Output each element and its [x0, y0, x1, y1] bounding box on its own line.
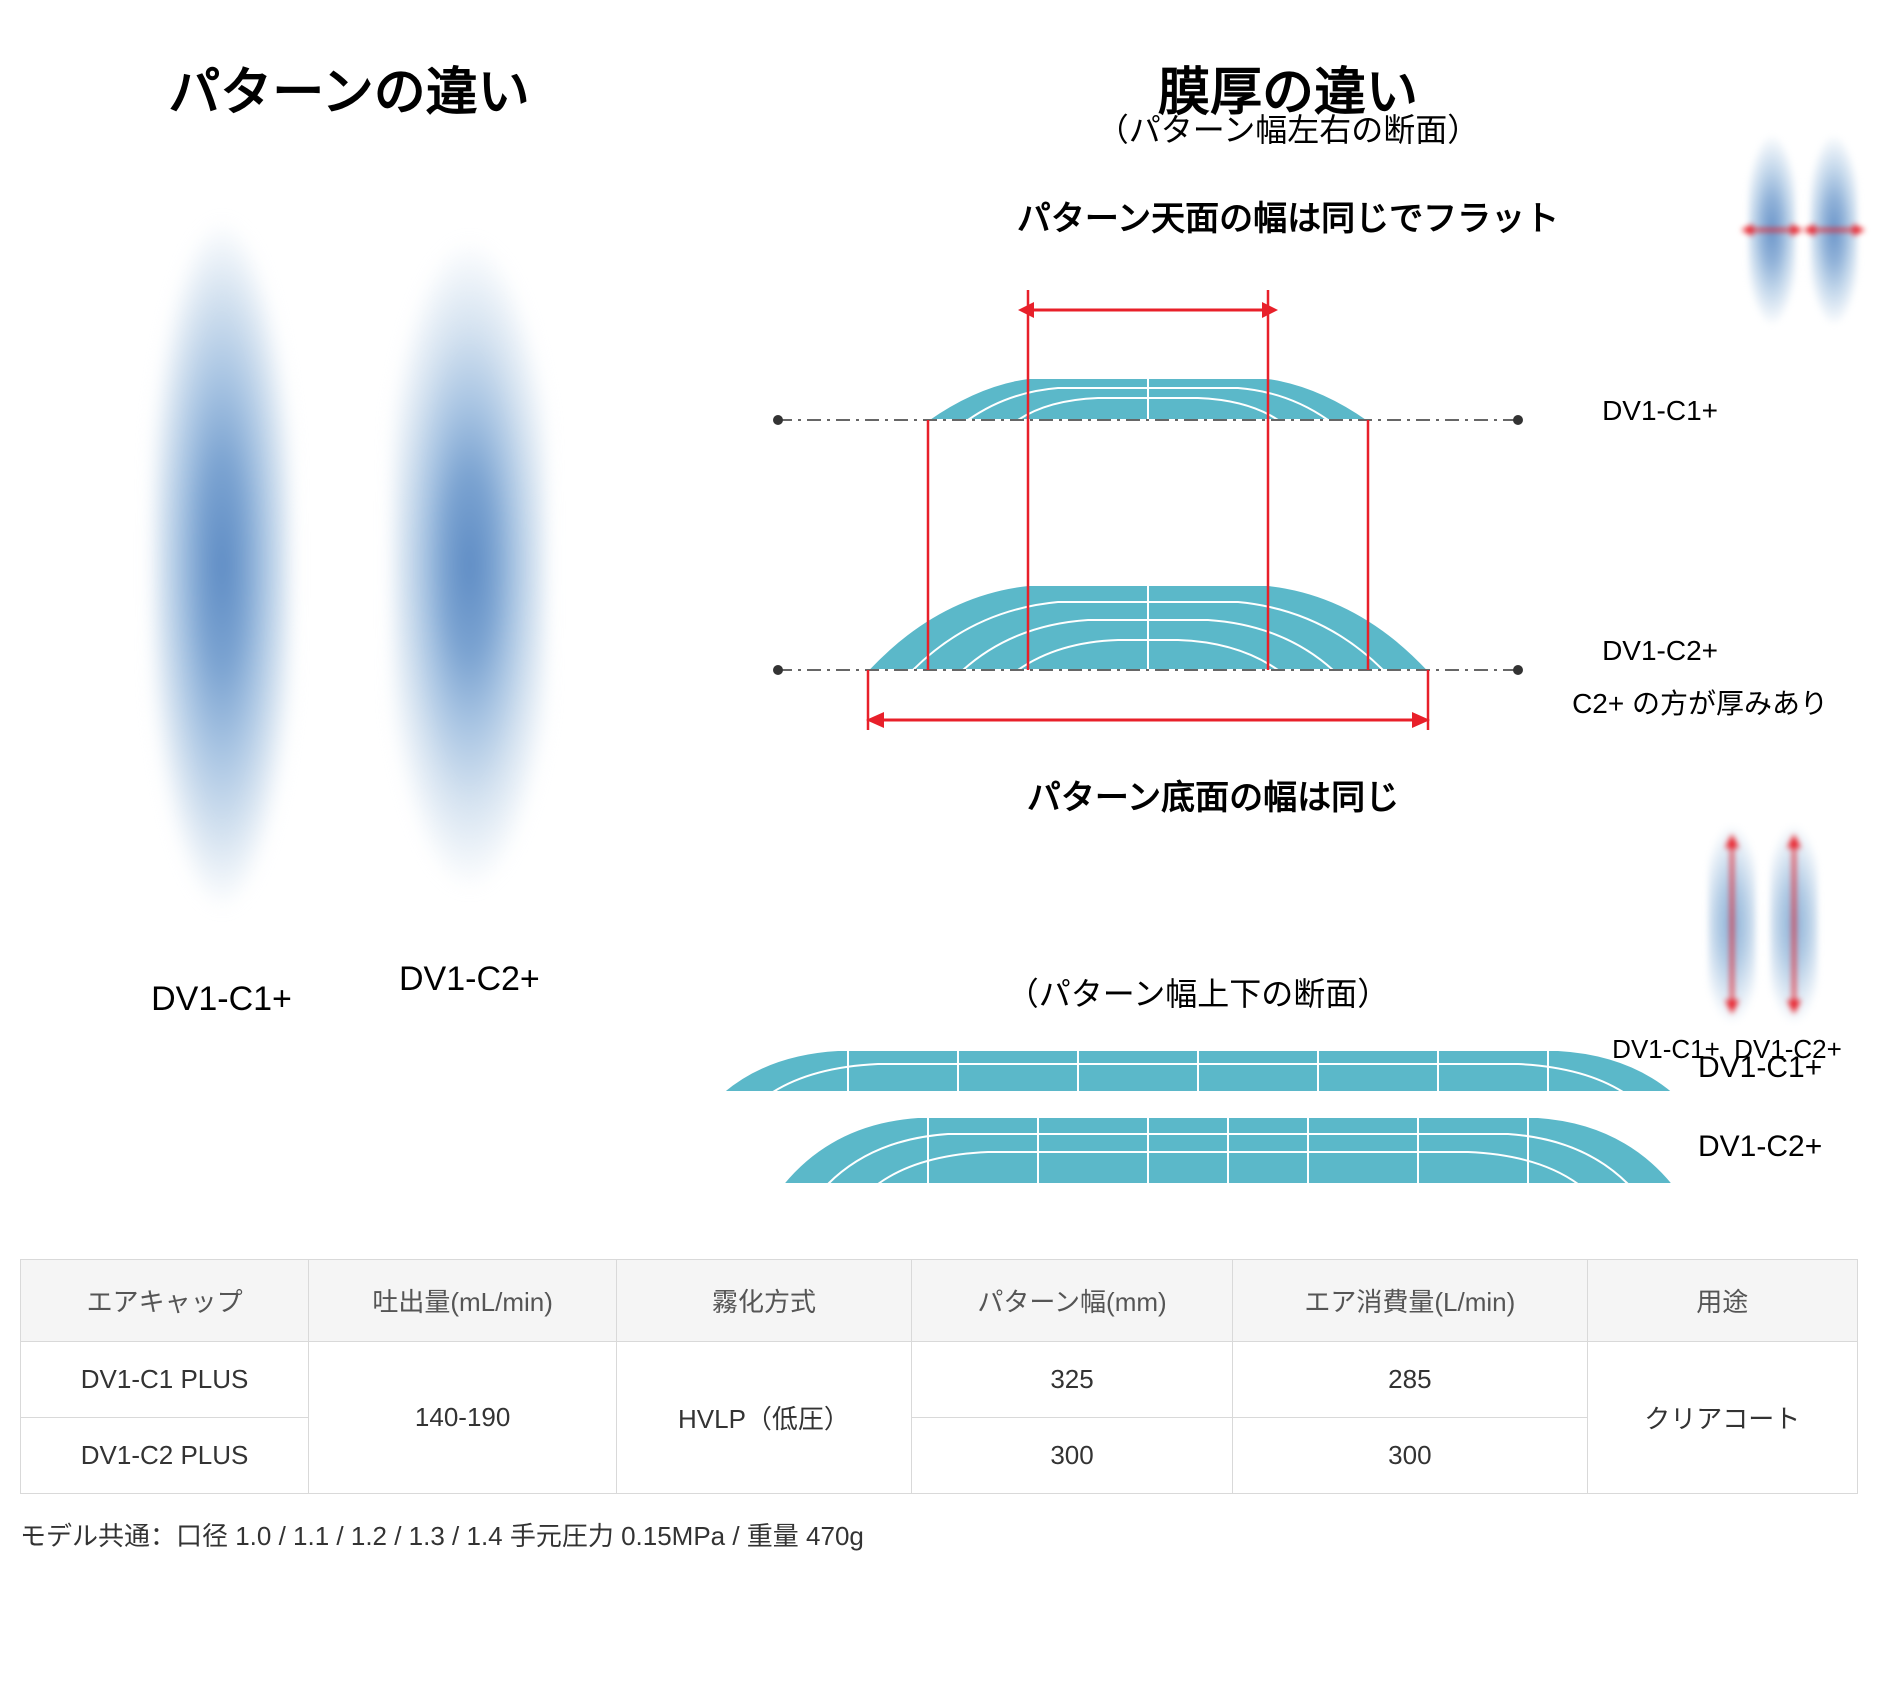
cell-air-0: 285 [1233, 1342, 1587, 1418]
table-row: DV1-C1 PLUS 140-190 HVLP（低圧） 325 285 クリア… [21, 1342, 1858, 1418]
th-discharge: 吐出量(mL/min) [309, 1260, 617, 1342]
blob-c2-label: DV1-C2+ [399, 960, 540, 999]
vertical-cross-section: （パターン幅上下の断面） DV1-C1+ DV1-C2+ [718, 849, 1858, 1187]
vert-blob-c2 [1770, 819, 1818, 1029]
th-use: 用途 [1587, 1260, 1858, 1342]
cell-use: クリアコート [1587, 1342, 1858, 1494]
spec-table: エアキャップ 吐出量(mL/min) 霧化方式 パターン幅(mm) エア消費量(… [20, 1259, 1858, 1494]
cell-pattern-0: 325 [911, 1342, 1232, 1418]
c2-profile-label: DV1-C2+ [1602, 635, 1718, 667]
th-atomize: 霧化方式 [617, 1260, 912, 1342]
cell-cap-0: DV1-C1 PLUS [21, 1342, 309, 1418]
th-air: エア消費量(L/min) [1233, 1260, 1587, 1342]
vert-c1-label: DV1-C1+ [1606, 1034, 1726, 1065]
pattern-blob-c2: DV1-C2+ [392, 205, 547, 1019]
left-title: パターンの違い [168, 50, 529, 125]
table-row: DV1-C2 PLUS 300 300 [21, 1418, 1858, 1494]
pattern-blob-c1: DV1-C1+ [151, 205, 292, 1019]
pattern-difference-panel: パターンの違い DV1-C1+ DV1-C2+ [20, 20, 678, 1199]
thickness-difference-panel: 膜厚の違い （パターン幅左右の断面） パターン天面の幅は同じでフラット [718, 20, 1858, 1199]
long-profile-c2 [778, 1107, 1678, 1187]
cross-section-svg [718, 270, 1638, 830]
height-arrow-icon [1722, 834, 1742, 1014]
thickness-note: C2+ の方が厚みあり [1572, 682, 1828, 722]
spray-pattern-c1 [152, 205, 292, 925]
vertical-mini-blobs [1708, 819, 1818, 1029]
cross-section-diagram: DV1-C1+ DV1-C2+ C2+ の方が厚みあり [718, 270, 1858, 830]
long-c2-label: DV1-C2+ [1698, 1130, 1848, 1164]
vert-c2-label: DV1-C2+ [1728, 1034, 1848, 1065]
top-width-label: パターン天面の幅は同じでフラット [718, 191, 1858, 240]
width-arrow-icon [1803, 220, 1865, 240]
c1-profile-label: DV1-C1+ [1602, 395, 1718, 427]
cell-cap-1: DV1-C2 PLUS [21, 1418, 309, 1494]
th-cap: エアキャップ [21, 1260, 309, 1342]
blob-c1-label: DV1-C1+ [151, 980, 292, 1019]
spray-pattern-c2 [392, 225, 547, 905]
cell-air-1: 300 [1233, 1418, 1587, 1494]
th-pattern: パターン幅(mm) [911, 1260, 1232, 1342]
width-arrow-icon [1741, 220, 1803, 240]
profile-c1 [928, 375, 1368, 420]
cell-atomize: HVLP（低圧） [617, 1342, 912, 1494]
cell-discharge: 140-190 [309, 1342, 617, 1494]
profile-c2 [868, 582, 1428, 670]
vertical-subtitle: （パターン幅上下の断面） [538, 849, 1858, 1015]
table-header-row: エアキャップ 吐出量(mL/min) 霧化方式 パターン幅(mm) エア消費量(… [21, 1260, 1858, 1342]
vert-blob-c1 [1708, 819, 1756, 1029]
right-subtitle: （パターン幅左右の断面） [718, 105, 1858, 151]
height-arrow-icon [1784, 834, 1804, 1014]
cell-pattern-1: 300 [911, 1418, 1232, 1494]
footnote: モデル共通：口径 1.0 / 1.1 / 1.2 / 1.3 / 1.4 手元圧… [20, 1516, 1858, 1553]
long-profile-c1 [718, 1040, 1678, 1095]
